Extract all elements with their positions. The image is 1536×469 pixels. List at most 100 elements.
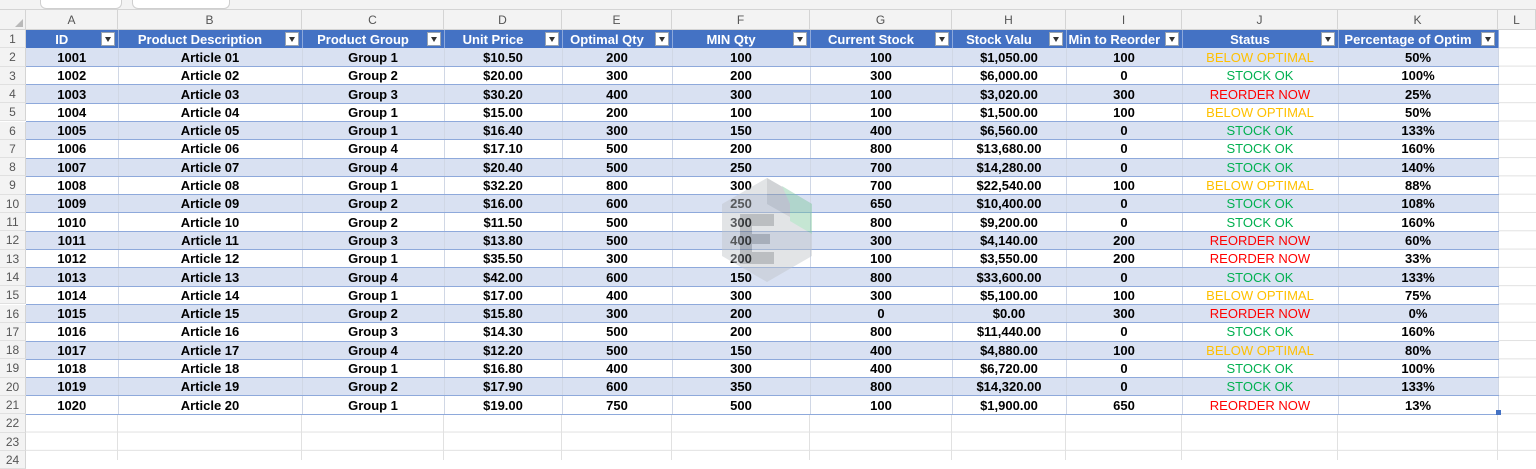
status-cell[interactable]: STOCK OK xyxy=(1182,359,1339,379)
filter-dropdown-icon[interactable] xyxy=(934,32,949,46)
row-header-13[interactable]: 13 xyxy=(0,249,26,268)
filter-dropdown-icon[interactable] xyxy=(100,32,115,46)
table-cell[interactable]: 200 xyxy=(1066,249,1183,269)
table-cell[interactable]: 300 xyxy=(672,84,811,104)
status-cell[interactable]: STOCK OK xyxy=(1182,158,1339,177)
table-cell[interactable]: 1002 xyxy=(26,66,119,86)
row-header-4[interactable]: 4 xyxy=(0,84,26,104)
table-cell[interactable]: 100 xyxy=(1066,48,1183,68)
table-cell[interactable]: Group 1 xyxy=(302,103,445,122)
table-cell[interactable]: 200 xyxy=(672,139,811,159)
table-cell[interactable]: $17.90 xyxy=(444,377,563,397)
status-cell[interactable]: STOCK OK xyxy=(1182,267,1339,287)
table-cell[interactable]: 500 xyxy=(562,139,673,159)
status-cell[interactable]: STOCK OK xyxy=(1182,212,1339,232)
table-cell[interactable]: 300 xyxy=(562,121,673,141)
table-cell[interactable]: 1017 xyxy=(26,341,119,360)
filter-dropdown-icon[interactable] xyxy=(1164,32,1179,46)
table-cell[interactable]: $3,020.00 xyxy=(952,84,1067,104)
table-cell[interactable]: Group 1 xyxy=(302,286,445,305)
filter-dropdown-icon[interactable] xyxy=(544,32,559,46)
table-cell[interactable]: 13% xyxy=(1338,395,1499,415)
select-all-corner[interactable] xyxy=(0,10,26,30)
table-cell[interactable]: 800 xyxy=(810,212,953,232)
table-cell[interactable]: 1012 xyxy=(26,249,119,269)
table-cell[interactable]: 600 xyxy=(562,377,673,397)
table-cell[interactable]: $6,560.00 xyxy=(952,121,1067,141)
table-cell[interactable]: 500 xyxy=(562,231,673,251)
table-cell[interactable]: Group 4 xyxy=(302,267,445,287)
status-cell[interactable]: STOCK OK xyxy=(1182,194,1339,214)
table-cell[interactable]: $6,000.00 xyxy=(952,66,1067,86)
column-header-l[interactable]: L xyxy=(1498,10,1536,30)
table-cell[interactable]: 300 xyxy=(1066,84,1183,104)
table-cell[interactable]: Group 4 xyxy=(302,139,445,159)
row-header-11[interactable]: 11 xyxy=(0,213,26,232)
filter-dropdown-icon[interactable] xyxy=(792,32,807,46)
table-cell[interactable]: 100 xyxy=(672,103,811,122)
table-cell[interactable]: 75% xyxy=(1338,286,1499,305)
table-cell[interactable]: 1020 xyxy=(26,395,119,415)
sheet-tab-right[interactable] xyxy=(132,0,230,9)
table-cell[interactable]: 200 xyxy=(672,304,811,324)
table-cell[interactable]: 300 xyxy=(810,66,953,86)
table-cell[interactable]: 800 xyxy=(810,139,953,159)
table-cell[interactable]: Group 3 xyxy=(302,322,445,342)
table-cell[interactable]: 1018 xyxy=(26,359,119,379)
table-cell[interactable]: 1004 xyxy=(26,103,119,122)
table-cell[interactable]: $14.30 xyxy=(444,322,563,342)
table-cell[interactable]: 500 xyxy=(562,212,673,232)
row-header-23[interactable]: 23 xyxy=(0,432,26,451)
column-header-h[interactable]: H xyxy=(952,10,1066,30)
table-cell[interactable]: 140% xyxy=(1338,158,1499,177)
table-cell[interactable]: Group 3 xyxy=(302,231,445,251)
table-cell[interactable]: 1003 xyxy=(26,84,119,104)
column-header-a[interactable]: A xyxy=(26,10,118,30)
table-cell[interactable]: 0 xyxy=(810,304,953,324)
table-cell[interactable]: $13,680.00 xyxy=(952,139,1067,159)
filter-dropdown-icon[interactable] xyxy=(1480,32,1495,46)
table-cell[interactable]: 1001 xyxy=(26,48,119,68)
table-cell[interactable]: 88% xyxy=(1338,176,1499,196)
table-cell[interactable]: 100% xyxy=(1338,359,1499,379)
table-cell[interactable]: 100 xyxy=(1066,176,1183,196)
table-cell[interactable]: 33% xyxy=(1338,249,1499,269)
table-cell[interactable]: Article 13 xyxy=(118,267,303,287)
row-header-7[interactable]: 7 xyxy=(0,139,26,159)
row-header-1[interactable]: 1 xyxy=(0,30,26,49)
table-cell[interactable]: 160% xyxy=(1338,322,1499,342)
table-cell[interactable]: Article 12 xyxy=(118,249,303,269)
table-cell[interactable]: $33,600.00 xyxy=(952,267,1067,287)
column-header-c[interactable]: C xyxy=(302,10,444,30)
table-cell[interactable]: Article 06 xyxy=(118,139,303,159)
filter-dropdown-icon[interactable] xyxy=(284,32,299,46)
row-header-2[interactable]: 2 xyxy=(0,48,26,67)
table-cell[interactable]: $3,550.00 xyxy=(952,249,1067,269)
table-cell[interactable]: 160% xyxy=(1338,139,1499,159)
row-header-19[interactable]: 19 xyxy=(0,359,26,378)
table-cell[interactable]: 400 xyxy=(810,359,953,379)
table-resize-handle[interactable] xyxy=(1496,410,1501,415)
table-cell[interactable]: 400 xyxy=(562,359,673,379)
status-cell[interactable]: REORDER NOW xyxy=(1182,84,1339,104)
table-cell[interactable]: Group 1 xyxy=(302,395,445,415)
table-cell[interactable]: 300 xyxy=(562,249,673,269)
row-header-18[interactable]: 18 xyxy=(0,341,26,360)
table-cell[interactable]: 0 xyxy=(1066,212,1183,232)
table-cell[interactable]: 300 xyxy=(672,286,811,305)
row-header-21[interactable]: 21 xyxy=(0,396,26,415)
table-cell[interactable]: 200 xyxy=(1066,231,1183,251)
table-cell[interactable]: $35.50 xyxy=(444,249,563,269)
table-cell[interactable]: 50% xyxy=(1338,48,1499,68)
table-cell[interactable]: Group 2 xyxy=(302,377,445,397)
status-cell[interactable]: STOCK OK xyxy=(1182,66,1339,86)
table-cell[interactable]: 0 xyxy=(1066,139,1183,159)
table-cell[interactable]: 60% xyxy=(1338,231,1499,251)
table-cell[interactable]: $20.00 xyxy=(444,66,563,86)
status-cell[interactable]: BELOW OPTIMAL xyxy=(1182,286,1339,305)
row-header-16[interactable]: 16 xyxy=(0,304,26,323)
table-cell[interactable]: 1013 xyxy=(26,267,119,287)
table-cell[interactable]: 0 xyxy=(1066,359,1183,379)
column-header-g[interactable]: G xyxy=(810,10,952,30)
table-cell[interactable]: 100% xyxy=(1338,66,1499,86)
